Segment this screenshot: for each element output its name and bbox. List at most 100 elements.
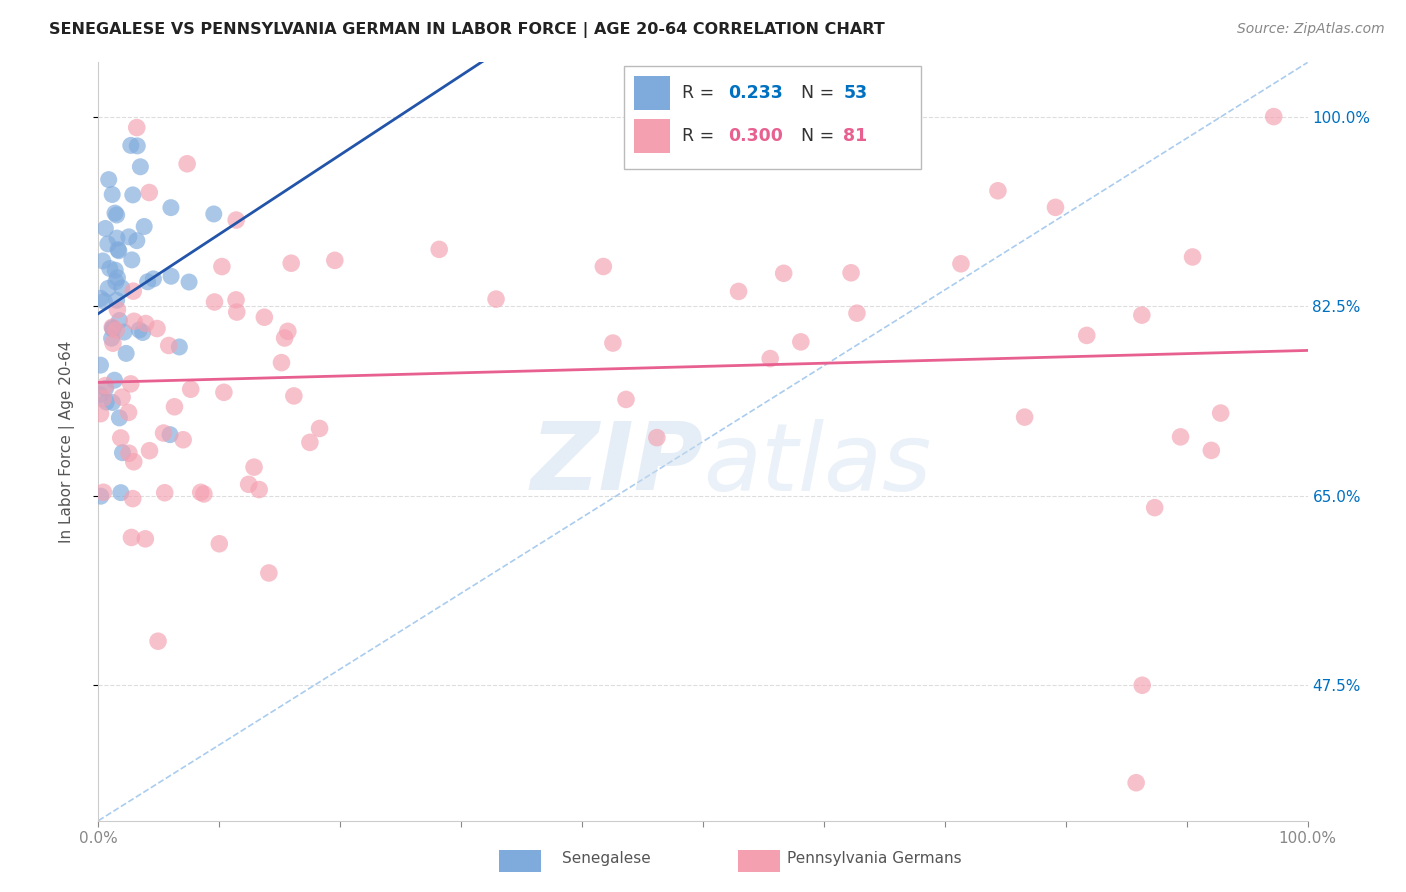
Point [91, 254, 114, 268]
Point [105, 293, 128, 308]
Point [987, 184, 1010, 198]
Point [1170, 430, 1192, 444]
Point [225, 293, 247, 307]
Point [101, 322, 124, 336]
Point [108, 313, 131, 327]
Point [243, 460, 266, 475]
Point [845, 306, 868, 320]
Text: 53: 53 [844, 84, 868, 102]
Point [112, 325, 135, 339]
Text: 81: 81 [844, 127, 868, 145]
Point [89, 387, 111, 401]
Point [97, 236, 120, 251]
Point [190, 485, 212, 500]
Point [211, 260, 233, 274]
Point [131, 326, 153, 340]
Point [120, 138, 142, 153]
Point [101, 336, 124, 351]
Point [105, 302, 128, 317]
Point [1130, 308, 1153, 322]
Point [111, 281, 134, 295]
Point [105, 323, 128, 337]
Point [120, 376, 142, 391]
Text: SENEGALESE VS PENNSYLVANIA GERMAN IN LABOR FORCE | AGE 20-64 CORRELATION CHART: SENEGALESE VS PENNSYLVANIA GERMAN IN LAB… [49, 22, 884, 38]
Point [204, 295, 226, 310]
FancyBboxPatch shape [634, 120, 671, 153]
Point [110, 431, 132, 445]
Point [602, 336, 624, 351]
Point [169, 340, 191, 354]
Text: atlas: atlas [703, 418, 931, 510]
Text: R =: R = [682, 127, 720, 145]
Point [96, 395, 118, 409]
Point [107, 270, 129, 285]
Point [101, 187, 124, 202]
Point [1130, 678, 1153, 692]
Point [1014, 410, 1036, 425]
Point [122, 455, 145, 469]
Point [93, 294, 115, 309]
Point [308, 421, 330, 435]
Point [153, 485, 176, 500]
Point [212, 385, 235, 400]
Point [118, 446, 141, 460]
Text: 0.233: 0.233 [728, 84, 783, 102]
Point [90, 291, 112, 305]
Point [108, 244, 131, 258]
Point [157, 338, 180, 352]
Point [253, 310, 276, 325]
Point [592, 260, 614, 274]
Point [257, 566, 280, 580]
Point [107, 243, 129, 257]
Point [125, 234, 148, 248]
Text: N =: N = [801, 127, 839, 145]
Point [177, 275, 200, 289]
Point [1263, 110, 1285, 124]
Point [1125, 776, 1147, 790]
Point [127, 139, 149, 153]
Point [614, 392, 637, 407]
Point [125, 120, 148, 135]
Point [839, 266, 862, 280]
Point [949, 257, 972, 271]
Point [94, 378, 117, 392]
Point [160, 201, 183, 215]
Point [134, 532, 156, 546]
Text: R =: R = [682, 84, 720, 102]
Point [142, 272, 165, 286]
Point [283, 389, 305, 403]
Point [90, 489, 112, 503]
Point [1201, 443, 1223, 458]
Point [93, 485, 115, 500]
Point [129, 160, 152, 174]
Text: Senegalese: Senegalese [562, 851, 651, 865]
Point [280, 256, 302, 270]
Point [247, 483, 270, 497]
Point [97, 281, 120, 295]
Y-axis label: In Labor Force | Age 20-64: In Labor Force | Age 20-64 [59, 341, 75, 542]
Point [202, 207, 225, 221]
Point [90, 407, 112, 421]
Point [110, 485, 132, 500]
Point [98, 261, 121, 276]
Point [180, 382, 202, 396]
Point [657, 87, 679, 102]
Point [160, 269, 183, 284]
Point [121, 188, 143, 202]
Point [138, 186, 160, 200]
Point [1209, 406, 1232, 420]
Point [122, 284, 145, 298]
Text: N =: N = [801, 84, 839, 102]
Point [101, 320, 124, 334]
Text: Pennsylvania Germans: Pennsylvania Germans [787, 851, 962, 865]
Point [122, 314, 145, 328]
FancyBboxPatch shape [634, 76, 671, 111]
Point [121, 491, 143, 506]
Point [105, 208, 128, 222]
Point [759, 351, 782, 366]
Point [427, 243, 450, 257]
Point [104, 263, 127, 277]
Point [238, 477, 260, 491]
Point [105, 231, 128, 245]
Point [323, 253, 346, 268]
